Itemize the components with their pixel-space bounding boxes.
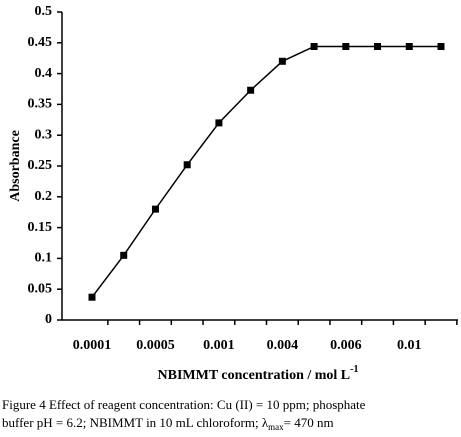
y-tick-label: 0 xyxy=(45,312,52,327)
caption-sub: max xyxy=(268,422,284,432)
y-tick-label: 0.3 xyxy=(35,127,53,142)
data-point xyxy=(151,205,159,213)
caption-line1: Figure 4 Effect of reagent concentration… xyxy=(2,397,366,412)
data-point xyxy=(247,86,255,94)
caption-text2: buffer pH = 6.2; NBIMMT in 10 mL chlorof… xyxy=(2,415,269,430)
y-tick-label: 0.25 xyxy=(28,158,53,173)
x-tick-label: 0.004 xyxy=(267,338,299,353)
data-point xyxy=(183,161,191,169)
x-axis-label: NBIMMT concentration / mol L-1 xyxy=(158,364,359,383)
y-tick-label: 0.15 xyxy=(28,220,53,235)
data-point xyxy=(405,42,413,50)
y-tick-label: 0.05 xyxy=(28,281,53,296)
x-tick-label: 0.001 xyxy=(203,338,235,353)
y-tick-label: 0.4 xyxy=(35,66,53,81)
data-line xyxy=(91,45,441,298)
y-tick-label: 0.5 xyxy=(35,4,53,19)
x-axis-label-main: NBIMMT concentration / mol L xyxy=(158,368,351,383)
data-point xyxy=(437,42,445,50)
caption-tail: = 470 nm xyxy=(284,415,334,430)
data-point xyxy=(278,57,286,65)
y-axis-label: Absorbance xyxy=(8,130,23,202)
x-tick-label: 0.0001 xyxy=(73,338,112,353)
y-tick-label: 0.2 xyxy=(35,189,53,204)
data-point xyxy=(215,119,223,127)
y-tick-label: 0.35 xyxy=(28,97,53,112)
x-axis-label-sup: -1 xyxy=(350,364,358,375)
data-point xyxy=(342,42,350,50)
data-point xyxy=(88,293,96,301)
data-point xyxy=(120,251,128,259)
caption-text: Effect of reagent concentration: Cu (II)… xyxy=(49,397,366,412)
y-tick-label: 0.1 xyxy=(35,251,53,266)
x-tick-label: 0.01 xyxy=(397,338,422,353)
data-point xyxy=(310,42,318,50)
caption-line2: buffer pH = 6.2; NBIMMT in 10 mL chlorof… xyxy=(2,415,334,432)
y-tick-label: 0.45 xyxy=(28,35,53,50)
x-tick-label: 0.006 xyxy=(330,338,362,353)
caption-label: Figure 4 xyxy=(2,397,46,412)
data-point xyxy=(374,42,382,50)
x-tick-label: 0.0005 xyxy=(136,338,175,353)
